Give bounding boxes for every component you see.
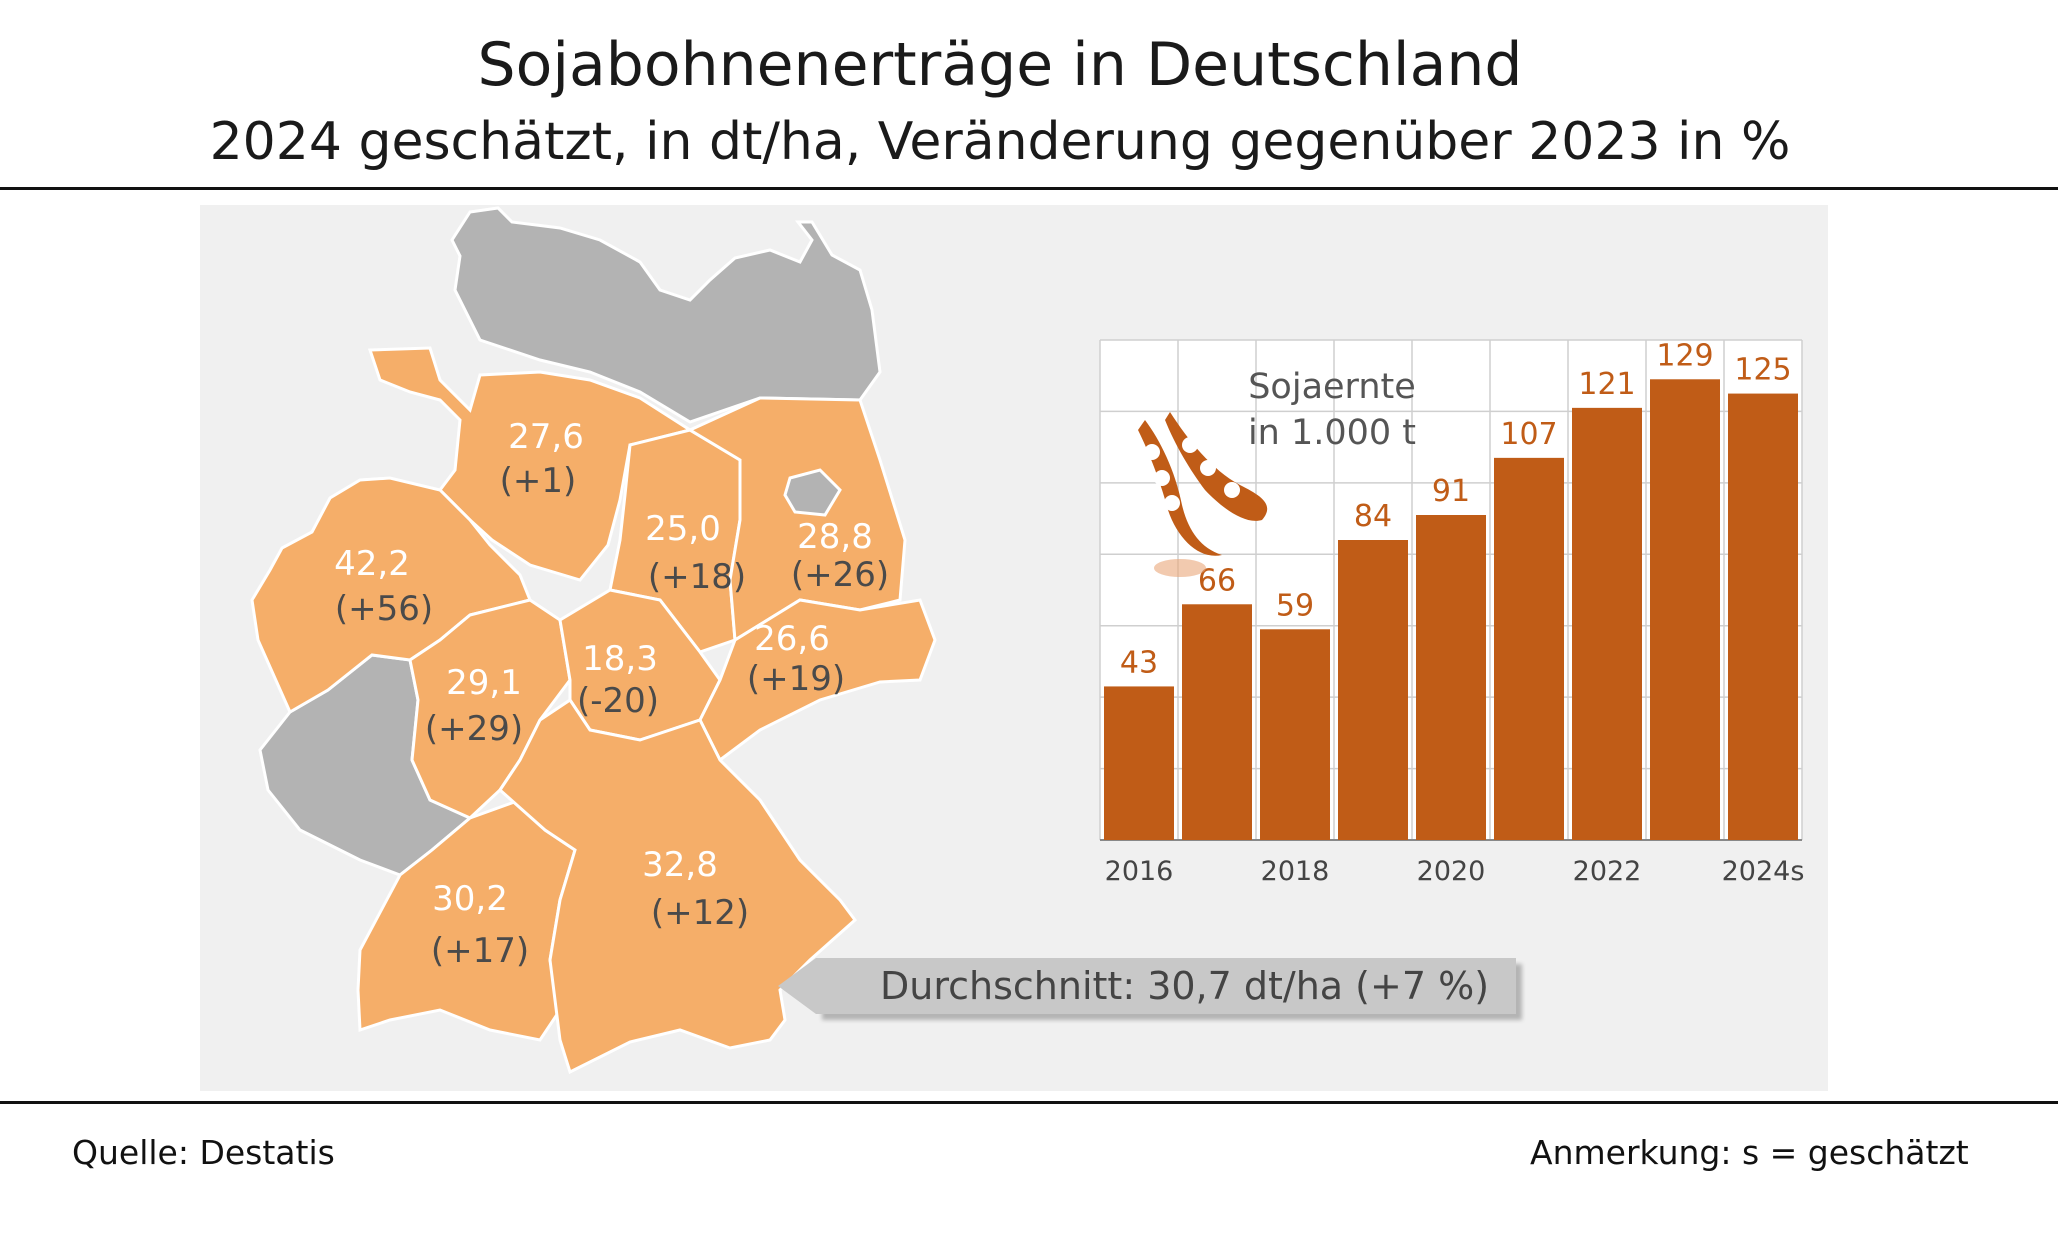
chart-x-tick-2016: 2016 bbox=[1105, 856, 1174, 887]
map-label-thueringen-value: 18,3 bbox=[582, 639, 658, 679]
map-label-hessen-value: 29,1 bbox=[446, 663, 522, 703]
map-label-sachsen-anhalt-change: (+18) bbox=[648, 557, 746, 597]
chart-x-tick-2022: 2022 bbox=[1573, 856, 1642, 887]
map-label-niedersachsen-change: (+1) bbox=[500, 461, 577, 501]
map-label-sachsen-anhalt-value: 25,0 bbox=[645, 509, 721, 549]
chart-title: Sojabohnenerträge in Deutschland bbox=[477, 30, 1523, 100]
top-divider bbox=[0, 187, 2058, 190]
chart-subtitle: 2024 geschätzt, in dt/ha, Veränderung ge… bbox=[209, 112, 1791, 172]
chart-bar-2019 bbox=[1338, 540, 1408, 840]
chart-value-label-2022: 121 bbox=[1578, 367, 1635, 402]
chart-title-line2: in 1.000 t bbox=[1248, 413, 1416, 453]
map-label-bayern-change: (+12) bbox=[651, 893, 749, 933]
chart-x-tick-2020: 2020 bbox=[1417, 856, 1486, 887]
chart-value-label-2020: 91 bbox=[1432, 474, 1470, 509]
map-label-sachsen-change: (+19) bbox=[747, 659, 845, 699]
chart-bar-2023 bbox=[1650, 379, 1720, 840]
map-label-bayern-value: 32,8 bbox=[642, 845, 718, 885]
map-label-brandenburg-value: 28,8 bbox=[797, 517, 873, 557]
source-note: Quelle: Destatis bbox=[72, 1133, 335, 1172]
chart-bar-2017 bbox=[1182, 604, 1252, 840]
map-region-niedersachsen bbox=[367, 346, 694, 582]
map-label-bw-value: 30,2 bbox=[432, 879, 508, 919]
chart-bar-2022 bbox=[1572, 407, 1642, 840]
map-label-bw-change: (+17) bbox=[431, 931, 529, 971]
chart-bar-2024s bbox=[1728, 393, 1798, 840]
map-label-nrw-change: (+56) bbox=[335, 589, 433, 629]
average-callout-pointer bbox=[778, 958, 816, 1014]
chart-value-label-2016: 43 bbox=[1120, 645, 1158, 680]
abbreviation-note: Anmerkung: s = geschätzt bbox=[1530, 1133, 1969, 1172]
chart-bar-2016 bbox=[1104, 686, 1174, 840]
chart-bar-2018 bbox=[1260, 629, 1330, 840]
map-label-thueringen-change: (-20) bbox=[577, 681, 659, 721]
map-region-bayern bbox=[498, 697, 858, 1075]
map-region-berlin bbox=[783, 468, 842, 517]
chart-x-ticks: 2016 2018 2020 2022 2024s bbox=[1105, 856, 1805, 887]
chart-x-tick-2024s: 2024s bbox=[1722, 856, 1805, 887]
chart-value-label-2021: 107 bbox=[1500, 417, 1557, 452]
chart-bar-2020 bbox=[1416, 515, 1486, 840]
map-label-hessen-change: (+29) bbox=[425, 709, 523, 749]
average-callout-text: Durchschnitt: 30,7 dt/ha (+7 %) bbox=[880, 964, 1490, 1008]
chart-value-label-2018: 59 bbox=[1276, 588, 1314, 623]
chart-title-line1: Sojaernte bbox=[1248, 367, 1416, 407]
chart-bar-2021 bbox=[1494, 457, 1564, 840]
chart-x-tick-2018: 2018 bbox=[1261, 856, 1330, 887]
chart-value-label-2023: 129 bbox=[1656, 338, 1713, 373]
map-region-north-grey bbox=[450, 206, 882, 424]
map-label-niedersachsen-value: 27,6 bbox=[508, 417, 584, 457]
average-callout bbox=[816, 958, 1516, 1014]
soybean-icon bbox=[1138, 412, 1268, 577]
bottom-divider bbox=[0, 1101, 2058, 1104]
map-label-sachsen-value: 26,6 bbox=[754, 619, 830, 659]
map-label-brandenburg-change: (+26) bbox=[791, 555, 889, 595]
chart-value-label-2019: 84 bbox=[1354, 499, 1392, 534]
map-label-nrw-value: 42,2 bbox=[334, 544, 410, 584]
chart-value-label-2024s: 125 bbox=[1734, 353, 1791, 388]
chart-bars bbox=[1104, 379, 1798, 840]
